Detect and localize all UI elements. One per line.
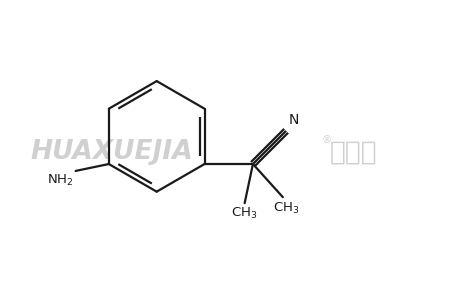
Text: NH$_2$: NH$_2$ — [47, 173, 74, 188]
Text: CH$_3$: CH$_3$ — [274, 200, 300, 216]
Text: ®: ® — [321, 135, 332, 145]
Text: N: N — [289, 113, 299, 127]
Text: 化学加: 化学加 — [329, 139, 377, 166]
Text: HUAXUEJIA: HUAXUEJIA — [30, 139, 193, 166]
Text: CH$_3$: CH$_3$ — [231, 206, 258, 221]
